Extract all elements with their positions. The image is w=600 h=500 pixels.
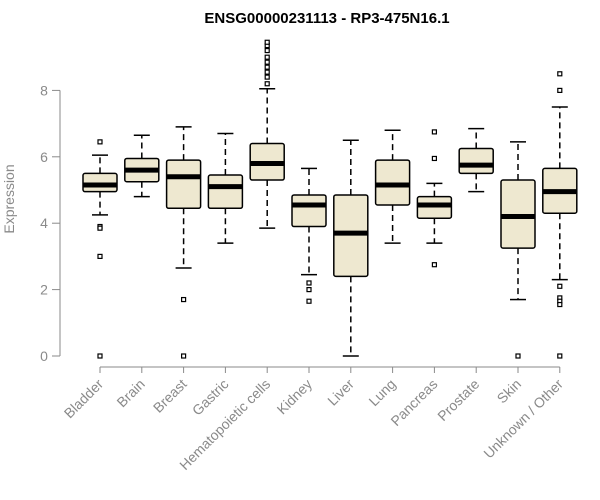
x-tick-label: Breast: [150, 376, 190, 416]
outlier-point: [431, 155, 437, 162]
outlier-point: [264, 69, 270, 75]
outlier-point: [306, 298, 312, 304]
x-tick-label: Liver: [324, 376, 357, 409]
box-group: [374, 129, 411, 244]
y-axis-label: Expression: [1, 164, 17, 233]
box-group: [333, 139, 369, 357]
box-group: [500, 141, 536, 359]
y-tick-label: 2: [40, 282, 48, 298]
box-group: [124, 134, 160, 198]
box-group: [416, 129, 453, 268]
box: [291, 194, 327, 228]
outlier-point: [431, 129, 437, 135]
outlier-point: [264, 39, 270, 45]
outlier-point: [181, 353, 187, 359]
y-axis: 0 2 4 6 8: [40, 82, 61, 364]
y-tick-label: 0: [40, 348, 48, 364]
outlier-point: [97, 253, 103, 259]
outlier-point: [557, 71, 563, 77]
y-tick-label: 4: [40, 215, 48, 231]
outlier-point: [306, 280, 312, 286]
outlier-point: [97, 139, 103, 145]
outlier-point: [264, 47, 270, 54]
outlier-point: [264, 81, 270, 87]
box-group: [249, 39, 285, 229]
outlier-point: [557, 353, 563, 359]
x-tick-label: Lung: [365, 376, 398, 409]
box-group: [165, 126, 202, 359]
box: [207, 174, 244, 210]
chart-title: ENSG00000231113 - RP3-475N16.1: [204, 10, 449, 27]
outlier-point: [557, 283, 563, 289]
box-group: [82, 139, 118, 359]
x-tick-label: Prostate: [434, 376, 482, 424]
box-group: [542, 71, 578, 359]
outlier-point: [557, 87, 563, 94]
outlier-point: [264, 54, 270, 60]
outlier-point: [264, 64, 270, 70]
outlier-point: [431, 262, 437, 268]
x-tick-label: Unknown / Other: [480, 376, 566, 462]
box-group: [207, 132, 244, 244]
box-group: [458, 127, 494, 193]
outlier-point: [306, 287, 312, 293]
outlier-point: [557, 301, 563, 308]
outlier-point: [264, 59, 270, 65]
box: [458, 147, 494, 175]
x-tick-label: Kidney: [274, 376, 316, 418]
x-tick-label: Bladder: [61, 376, 107, 422]
outlier-point: [515, 353, 521, 359]
y-tick-label: 6: [40, 149, 48, 165]
y-tick-label: 8: [40, 82, 48, 98]
x-tick-label: Brain: [113, 376, 147, 410]
outlier-point: [264, 74, 270, 80]
boxes: [82, 39, 578, 359]
x-tick-label: Skin: [494, 376, 525, 407]
box-group: [291, 167, 327, 304]
outlier-point: [97, 353, 103, 359]
outlier-point: [181, 296, 187, 303]
outlier-point: [97, 225, 103, 231]
box: [165, 159, 202, 210]
